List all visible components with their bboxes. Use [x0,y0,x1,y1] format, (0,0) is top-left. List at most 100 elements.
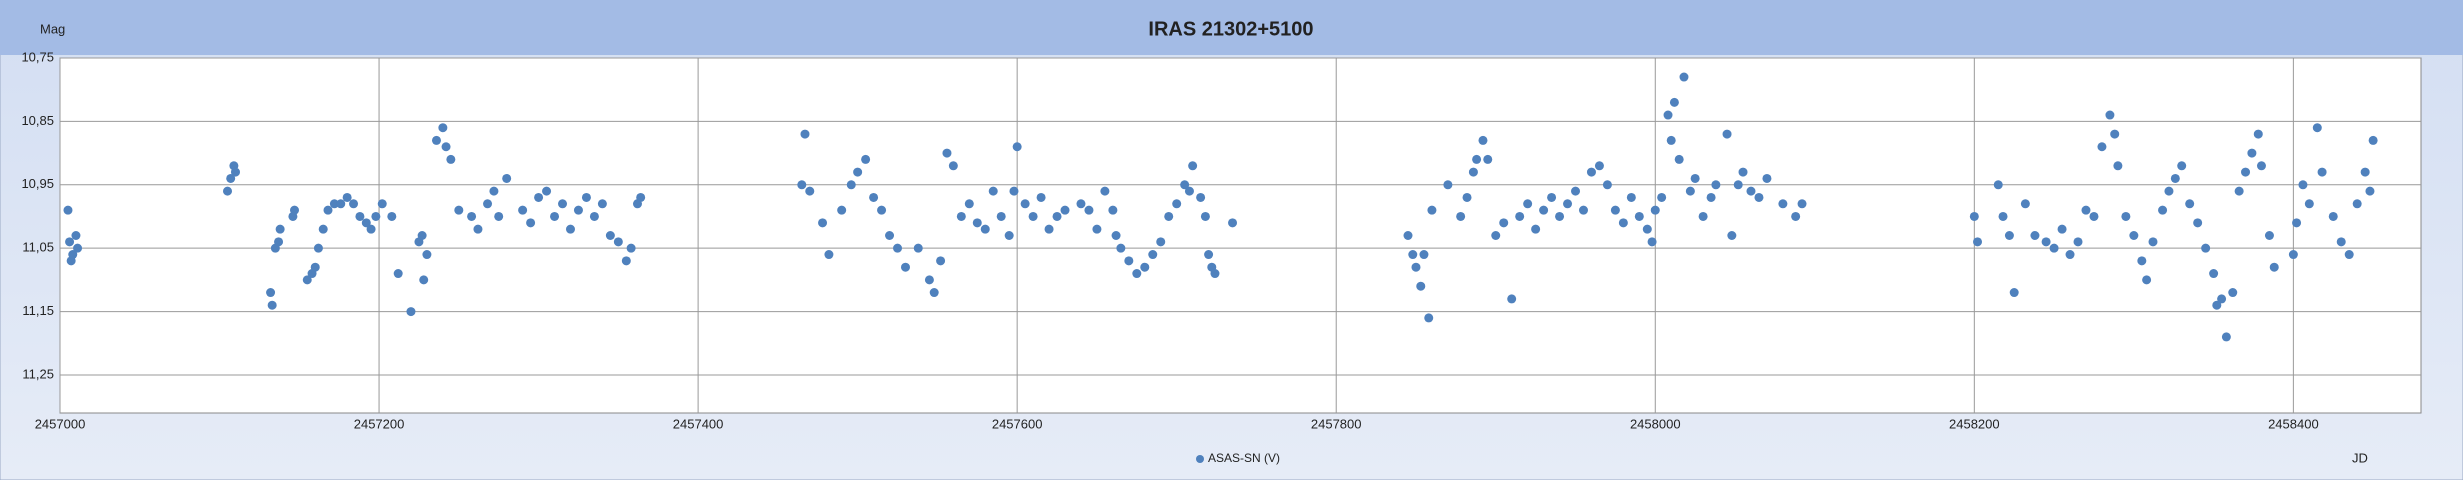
data-point [393,269,403,279]
data-point [1164,211,1174,221]
data-point [1523,199,1533,209]
x-tick-label: 2457000 [35,416,86,431]
data-point [1679,72,1689,82]
data-point [2317,167,2327,177]
data-point [2193,218,2203,228]
data-point [1586,167,1596,177]
data-point [1738,167,1748,177]
data-point [2073,237,2083,247]
data-point [929,288,939,298]
data-point [1642,224,1652,234]
data-point [318,224,328,234]
data-point [1472,154,1482,164]
data-point [1012,142,1022,152]
data-point [1722,129,1732,139]
data-point [885,231,895,240]
data-point [1210,269,1220,279]
x-tick-label: 2458400 [2268,416,2319,431]
data-point [1184,186,1194,196]
data-point [573,205,583,215]
data-point [2129,231,2139,240]
data-point [226,173,236,183]
data-point [422,250,432,260]
data-point [1468,167,1478,177]
data-point [1666,135,1676,145]
y-tick-label: 11,25 [22,366,54,381]
data-point [2164,186,2174,196]
data-point [302,275,312,285]
data-point [1419,250,1429,260]
y-tick-label: 10,85 [21,113,54,128]
data-point [988,186,998,196]
data-point [454,205,464,215]
data-point [1746,186,1756,196]
data-point [2020,199,2030,209]
data-point [73,243,83,253]
data-point [542,186,552,196]
data-point [2336,237,2346,247]
data-point [1483,154,1493,164]
data-point [2247,148,2257,158]
data-point [329,199,339,209]
data-point [900,262,910,272]
data-point [2113,161,2123,171]
data-point [1427,205,1437,215]
data-point [2057,224,2067,234]
data-point [526,218,536,228]
data-point [223,186,233,196]
data-point [1076,199,1086,209]
data-point [1663,110,1673,120]
data-point [483,199,493,209]
data-point [2137,256,2147,266]
data-point [2269,262,2279,272]
data-point [1531,224,1541,234]
data-point [1602,180,1612,190]
data-point [417,231,427,240]
data-point [1028,211,1038,221]
data-point [1762,173,1772,183]
data-point [2212,300,2222,310]
data-point [310,262,320,272]
data-point [800,129,810,139]
data-point [1539,205,1549,215]
data-point [406,307,416,317]
data-point [355,211,365,221]
data-point [837,205,847,215]
data-point [2065,250,2075,260]
data-point [1499,218,1509,228]
data-point [1044,224,1054,234]
data-point [964,199,974,209]
data-point [1998,211,2008,221]
data-point [2288,250,2298,260]
data-point [1555,211,1565,221]
data-point [431,135,441,145]
data-point [1411,262,1421,272]
data-point [387,211,397,221]
data-point [1172,199,1182,209]
data-point [2110,129,2120,139]
data-point [342,192,352,202]
data-point [2312,123,2322,133]
data-point [605,231,615,240]
data-point [534,192,544,202]
data-point [336,199,346,209]
data-point [1036,192,1046,202]
data-point [2121,211,2131,221]
data-point [1791,211,1801,221]
data-point [1657,192,1667,202]
data-point [2148,237,2158,247]
data-point [1515,211,1525,221]
data-point [2158,205,2168,215]
data-point [1618,218,1628,228]
data-point [1634,211,1644,221]
data-point [2170,173,2180,183]
data-point [290,205,300,215]
data-point [1009,186,1019,196]
y-tick-label: 11,05 [22,240,54,255]
data-point [869,192,879,202]
data-point [1647,237,1657,247]
data-point [1408,250,1418,260]
data-point [65,237,75,247]
data-point [824,250,834,260]
data-point [805,186,815,196]
